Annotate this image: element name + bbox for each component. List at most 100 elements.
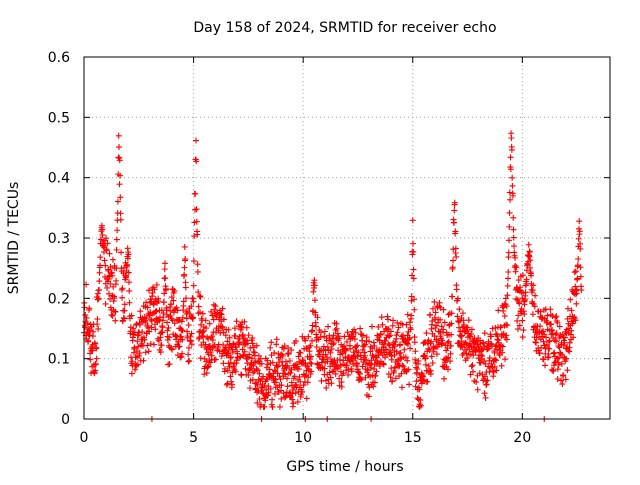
data-point	[167, 312, 174, 319]
data-point	[206, 320, 213, 327]
data-point	[396, 350, 403, 357]
data-point	[193, 158, 200, 165]
data-point	[86, 305, 93, 312]
data-point	[445, 311, 452, 318]
data-point	[328, 346, 335, 353]
data-point	[284, 383, 291, 390]
data-point	[94, 321, 101, 328]
data-point	[193, 218, 200, 225]
data-point	[143, 315, 150, 322]
data-point	[136, 329, 143, 336]
data-point	[114, 198, 121, 205]
data-point	[113, 277, 120, 284]
data-point	[212, 356, 219, 363]
data-point	[501, 313, 508, 320]
data-point	[415, 357, 422, 364]
data-point	[207, 359, 214, 366]
data-point	[488, 333, 495, 340]
data-point	[203, 369, 210, 376]
data-point	[537, 308, 544, 315]
data-point	[166, 334, 173, 341]
data-point	[199, 310, 206, 317]
data-point	[151, 286, 158, 293]
data-point	[260, 391, 267, 398]
data-point	[84, 320, 91, 327]
data-point	[525, 241, 532, 248]
chart-title: Day 158 of 2024, SRMTID for receiver ech…	[193, 20, 496, 36]
data-point	[115, 132, 122, 139]
data-point	[380, 361, 387, 368]
data-point	[196, 292, 203, 299]
data-point	[430, 305, 437, 312]
data-point	[386, 333, 393, 340]
data-point	[170, 297, 177, 304]
data-point	[433, 322, 440, 329]
data-point	[454, 313, 461, 320]
data-point	[117, 172, 124, 179]
data-point	[185, 322, 192, 329]
data-point	[410, 248, 417, 255]
data-point	[506, 223, 513, 230]
data-point	[522, 289, 529, 296]
data-point	[423, 330, 430, 337]
data-point	[249, 376, 256, 383]
data-point	[117, 216, 124, 223]
data-point	[164, 327, 171, 334]
data-point	[228, 378, 235, 385]
data-point	[179, 327, 186, 334]
data-point	[279, 352, 286, 359]
data-point	[397, 341, 404, 348]
data-point	[141, 336, 148, 343]
data-point	[200, 333, 207, 340]
data-point	[168, 294, 175, 301]
data-point	[357, 375, 364, 382]
data-point	[136, 350, 143, 357]
data-point	[412, 348, 419, 355]
data-point	[554, 375, 561, 382]
data-point	[503, 321, 510, 328]
data-point	[451, 219, 458, 226]
data-point	[528, 272, 535, 279]
data-point	[159, 329, 166, 336]
data-point	[410, 266, 417, 273]
data-point	[510, 234, 517, 241]
data-point	[82, 312, 89, 318]
data-point	[361, 349, 368, 356]
data-point	[469, 362, 476, 369]
data-point	[190, 282, 197, 289]
data-point	[166, 361, 173, 368]
data-point	[397, 349, 404, 356]
data-point	[393, 332, 400, 339]
data-point	[107, 280, 114, 287]
data-point	[387, 374, 394, 381]
data-point	[429, 359, 436, 366]
data-point	[305, 374, 312, 381]
data-point	[159, 324, 166, 331]
data-point	[117, 210, 124, 217]
data-point	[468, 363, 475, 370]
data-point	[555, 361, 562, 368]
data-point	[313, 344, 320, 351]
data-point	[449, 293, 456, 300]
data-point	[403, 321, 410, 328]
data-point	[503, 336, 510, 343]
data-point	[332, 370, 339, 377]
data-point	[504, 282, 511, 289]
data-point	[86, 327, 93, 334]
data-point	[577, 264, 584, 271]
data-point	[273, 336, 280, 343]
data-point	[489, 368, 496, 375]
data-point	[371, 379, 378, 386]
data-point	[553, 338, 560, 345]
data-point	[142, 319, 149, 326]
data-point	[538, 344, 545, 351]
data-point	[343, 362, 350, 369]
data-point	[148, 317, 155, 324]
data-point	[493, 357, 500, 364]
data-point	[174, 307, 181, 314]
data-point	[128, 370, 135, 377]
data-point	[217, 310, 224, 317]
data-point	[512, 262, 519, 269]
data-point	[261, 403, 268, 410]
data-point	[500, 307, 507, 314]
